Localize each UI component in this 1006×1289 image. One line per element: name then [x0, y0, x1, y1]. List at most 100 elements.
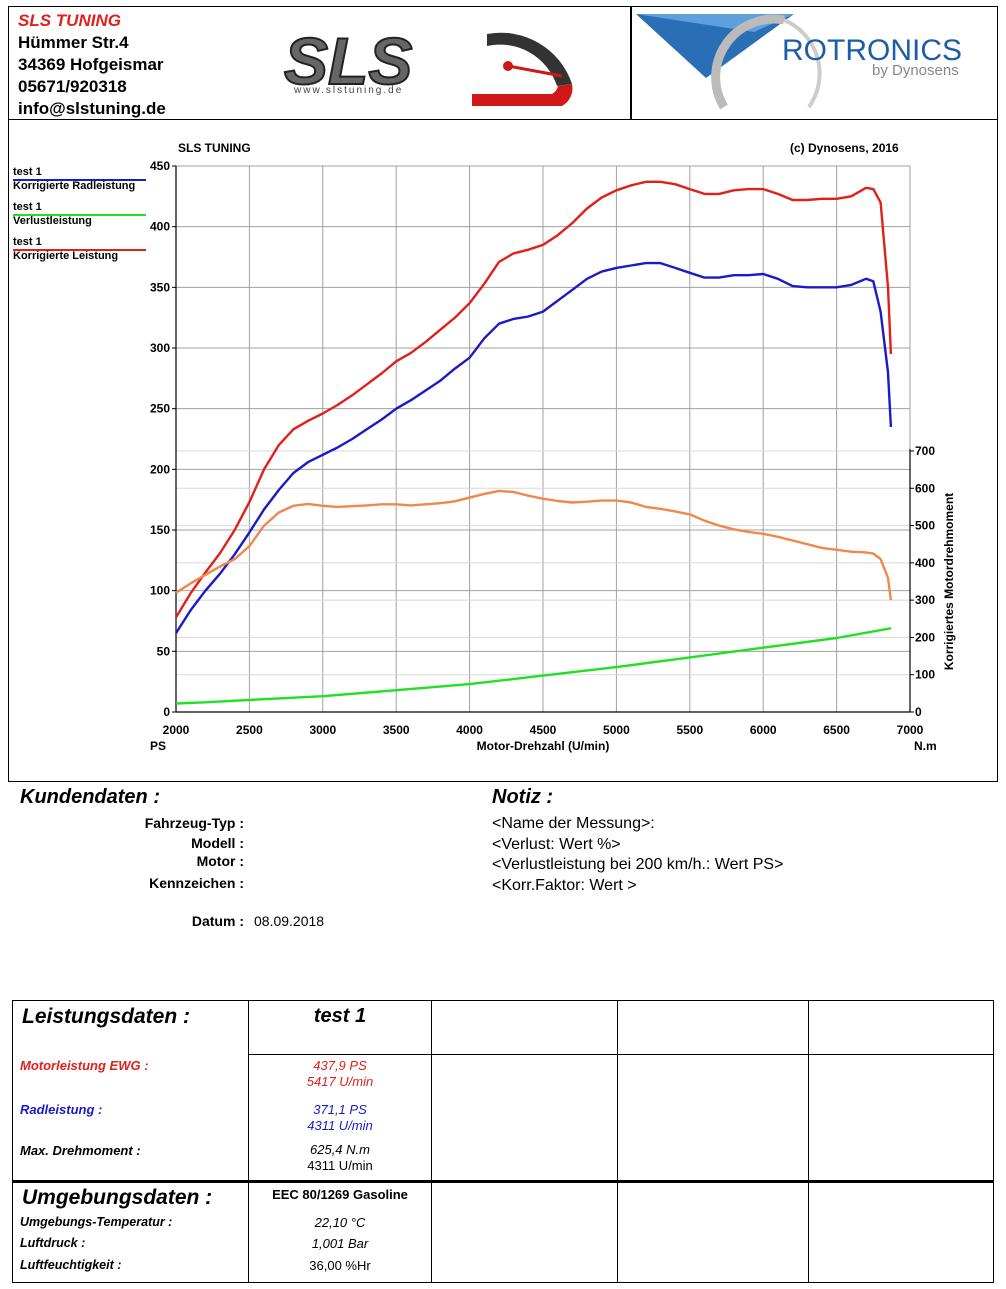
y-tick-label: 150 — [150, 523, 170, 537]
brand-name: ROTRONICS — [782, 34, 962, 67]
notiz-line: <Korr.Faktor: Wert > — [492, 876, 637, 894]
notiz-line: <Verlust: Wert %> — [492, 835, 621, 853]
legend-run: test 1 — [13, 166, 42, 178]
x-tick-label: 4000 — [456, 723, 483, 737]
y-tick-label: 200 — [150, 462, 170, 476]
chart-legend: test 1 Korrigierte Radleistung test 1 Ve… — [13, 166, 153, 271]
field-motor: Motor : — [196, 853, 244, 869]
radleistung-ps: 371,1 PS — [313, 1102, 367, 1117]
notiz-title: Notiz : — [492, 786, 554, 808]
row-divider — [12, 1180, 994, 1183]
leistungsdaten-frame — [12, 1000, 994, 1283]
kundendaten-title: Kundendaten : — [20, 786, 160, 808]
x-tick-label: 4500 — [530, 723, 557, 737]
legend-swatch — [13, 249, 146, 251]
y2-axis-label: Korrigiertes Motordrehmoment — [942, 493, 956, 670]
notiz-lines: <Name der Messung>: <Verlust: Wert %> <V… — [492, 814, 783, 896]
legend-run: test 1 — [13, 236, 42, 248]
drehmoment-label: Max. Drehmoment : — [20, 1143, 141, 1158]
legend-entry-radleistung: test 1 Korrigierte Radleistung — [13, 166, 153, 201]
x-unit-right: N.m — [914, 739, 937, 753]
motorleistung-ps: 437,9 PS — [313, 1058, 367, 1073]
x-tick-label: 7000 — [897, 723, 924, 737]
company-city: 34369 Hofgeismar — [18, 55, 164, 74]
company-name: SLS TUNING — [18, 11, 121, 30]
header-divider — [630, 6, 632, 120]
drehmoment-value: 625,4 N.m 4311 U/min — [249, 1142, 431, 1174]
x-tick-label: 5500 — [676, 723, 703, 737]
rotronics-logo: ROTRONICS by Dynosens — [636, 14, 962, 110]
drehmoment-rpm: 4311 U/min — [307, 1158, 373, 1173]
legend-label: Korrigierte Radleistung — [13, 180, 136, 192]
y2-tick-label: 100 — [915, 668, 935, 682]
y2-tick-label: 200 — [915, 630, 935, 644]
legend-label: Verlustleistung — [13, 215, 92, 227]
x-tick-label: 6500 — [823, 723, 850, 737]
umgebung-feuchte-label: Luftfeuchtigkeit : — [20, 1258, 122, 1272]
legend-entry-leistung: test 1 Korrigierte Leistung — [13, 236, 153, 271]
datum-value: 08.09.2018 — [254, 913, 325, 929]
y2-tick-label: 300 — [915, 593, 935, 607]
company-street: Hümmer Str.4 — [18, 33, 129, 52]
series-line-verlustleistung — [175, 627, 892, 705]
chart-frame — [8, 119, 998, 782]
series-line-korrigiertes-motordrehmoment — [175, 489, 893, 601]
sls-logo: SLS www.slstuning.de — [283, 23, 573, 106]
y-tick-label: 450 — [150, 159, 170, 173]
chart-title-left: SLS TUNING — [178, 141, 251, 155]
notiz-line: <Name der Messung>: — [492, 815, 655, 832]
y-tick-label: 400 — [150, 220, 170, 234]
legend-swatch — [13, 179, 146, 181]
legend-run: test 1 — [13, 201, 42, 213]
radleistung-rpm: 4311 U/min — [307, 1118, 373, 1133]
y-tick-label: 300 — [150, 341, 170, 355]
y-tick-label: 0 — [163, 705, 170, 719]
y2-tick-label: 700 — [915, 444, 935, 458]
chart-title-right: (c) Dynosens, 2016 — [790, 141, 899, 155]
radleistung-label: Radleistung : — [20, 1102, 103, 1117]
series-line-korrigierte-radleistung — [174, 261, 893, 634]
umgebung-temp-value: 22,10 °C — [314, 1215, 366, 1230]
umgebungsdaten-title: Umgebungsdaten : — [22, 1186, 213, 1209]
x-tick-label: 2500 — [236, 723, 263, 737]
row-divider — [248, 1054, 994, 1055]
y2-tick-label: 600 — [915, 481, 935, 495]
kundendaten-fields: Fahrzeug-Typ : Modell : Motor : Kennzeic… — [14, 815, 244, 895]
x-axis-label: Motor-Drehzahl (U/min) — [477, 739, 610, 753]
x-tick-label: 3500 — [383, 723, 410, 737]
dyno-chart: 2000 2500 3000 3500 4000 4500 5000 5500 6000 6500… — [150, 159, 956, 753]
umgebung-norm: EEC 80/1269 Gasoline — [272, 1187, 408, 1202]
x-unit-left: PS — [150, 739, 166, 753]
leistung-run-header: test 1 — [313, 1005, 367, 1027]
col-divider — [431, 1000, 432, 1283]
legend-swatch — [13, 214, 146, 216]
x-tick-label: 6000 — [750, 723, 777, 737]
y2-tick-label: 500 — [915, 519, 935, 533]
umgebung-feuchte-value: 36,00 %Hr — [309, 1258, 371, 1273]
y-tick-label: 100 — [150, 584, 170, 598]
notiz-line: <Verlustleistung bei 200 km/h.: Wert PS> — [492, 856, 784, 873]
x-tick-label: 2000 — [163, 723, 190, 737]
col-divider — [617, 1000, 618, 1283]
series-line-korrigierte-leistung — [174, 180, 893, 619]
drehmoment-nm: 625,4 N.m — [310, 1142, 370, 1157]
umgebung-druck-value: 1,001 Bar — [311, 1236, 369, 1251]
col-divider — [248, 1000, 249, 1283]
sls-logo-text: SLS — [284, 24, 412, 98]
umgebung-temp-label: Umgebungs-Temperatur : — [20, 1215, 173, 1229]
company-phone: 05671/920318 — [18, 77, 127, 96]
legend-label: Korrigierte Leistung — [13, 250, 119, 262]
motorleistung-label: Motorleistung EWG : — [20, 1058, 149, 1073]
y2-tick-label: 0 — [915, 705, 922, 719]
motorleistung-value: 437,9 PS 5417 U/min — [249, 1058, 431, 1090]
y2-tick-label: 400 — [915, 556, 935, 570]
y-tick-label: 350 — [150, 280, 170, 294]
x-tick-label: 3000 — [309, 723, 336, 737]
col-divider — [808, 1000, 809, 1283]
x-tick-label: 5000 — [603, 723, 630, 737]
brand-sub: by Dynosens — [872, 62, 959, 79]
field-fahrzeug-typ: Fahrzeug-Typ : — [144, 815, 244, 831]
y-tick-label: 50 — [157, 644, 171, 658]
company-email: info@slstuning.de — [18, 99, 166, 118]
umgebung-druck-label: Luftdruck : — [20, 1236, 86, 1250]
